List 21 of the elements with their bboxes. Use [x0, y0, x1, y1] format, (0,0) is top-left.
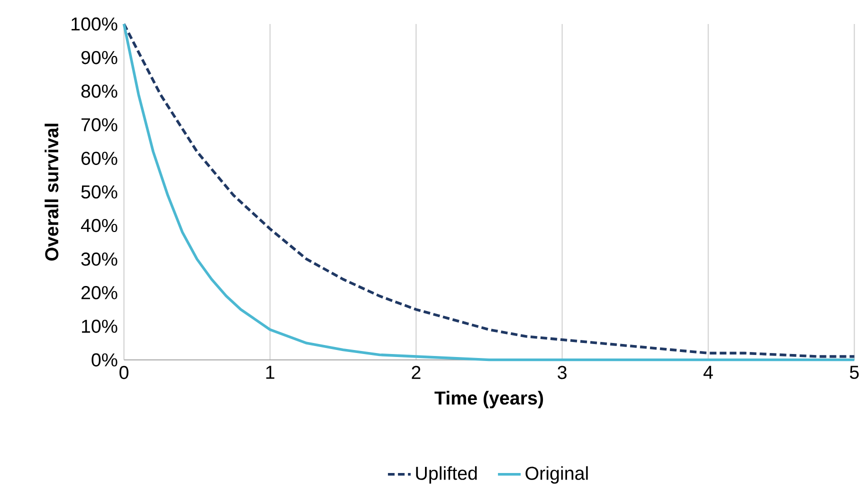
y-tick-label: 10% [82, 320, 118, 333]
y-tick-label: 50% [81, 185, 118, 199]
y-tick-label: 0% [92, 353, 118, 367]
x-tick-label: 5 [850, 366, 859, 380]
y-tick-label: 80% [81, 84, 118, 98]
y-tick-label: 70% [82, 118, 118, 132]
legend-label: Uplifted [416, 466, 477, 484]
x-axis-title: Time (years) [434, 391, 543, 408]
y-tick-label: 30% [81, 252, 118, 266]
legend-label: Original [526, 466, 588, 484]
y-tick-label: 90% [81, 51, 118, 64]
y-tick-label: 40% [80, 218, 118, 232]
y-tick-label: 60% [82, 152, 118, 166]
x-tick-label: 4 [703, 366, 713, 379]
y-tick-label: 100% [72, 17, 118, 31]
x-tick-label: 1 [266, 366, 274, 379]
y-tick-label: 20% [82, 286, 118, 300]
x-tick-label: 3 [558, 366, 567, 380]
y-axis-title: Overall survival [44, 124, 58, 261]
x-tick-label: 2 [412, 366, 420, 380]
x-tick-label: 0 [119, 366, 128, 380]
